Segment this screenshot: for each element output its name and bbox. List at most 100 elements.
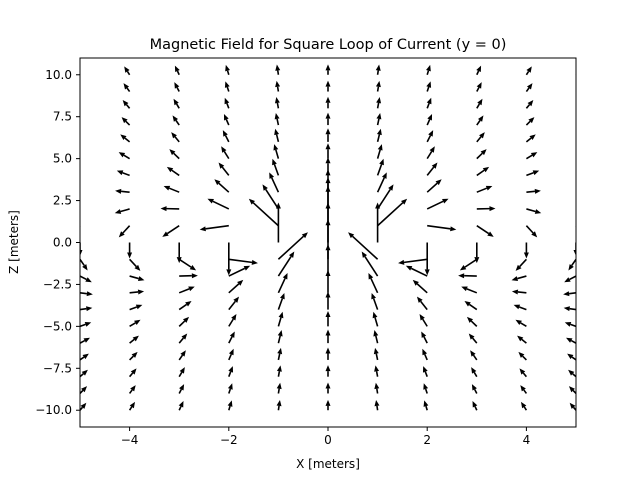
field-arrow [376, 172, 387, 193]
field-arrow [376, 184, 394, 210]
field-arrow [325, 347, 331, 360]
x-axis: −4 −2 0 2 4 [121, 427, 530, 447]
field-arrow [80, 208, 81, 210]
field-arrow [325, 399, 331, 411]
x-axis-label: X [meters] [296, 457, 360, 471]
field-arrow [80, 140, 81, 142]
field-arrow [525, 225, 538, 238]
field-arrow [427, 224, 457, 232]
field-arrow [423, 400, 429, 411]
field-arrow [575, 90, 576, 92]
field-arrow [224, 97, 230, 109]
field-arrow [525, 66, 532, 76]
field-arrow [525, 100, 534, 109]
field-arrow [476, 98, 483, 109]
field-arrow [476, 65, 482, 76]
field-arrow [563, 306, 576, 312]
field-arrow [274, 97, 280, 109]
field-arrow [160, 206, 180, 212]
y-tick-label: −2.5 [43, 277, 72, 291]
y-tick-label: −10.0 [35, 403, 72, 417]
field-arrow [376, 128, 382, 143]
field-arrow [275, 80, 281, 92]
field-arrow [178, 286, 195, 294]
field-arrow [174, 82, 180, 92]
y-axis: −10.0 −7.5 −5.0 −2.5 0.0 2.5 5.0 7.5 10.0 [35, 68, 80, 417]
field-arrow [405, 265, 428, 277]
field-arrow [80, 90, 81, 92]
field-arrow [419, 314, 428, 327]
field-arrow [163, 185, 180, 193]
field-arrow [476, 185, 493, 193]
field-arrow [129, 351, 138, 361]
field-arrow [80, 242, 83, 257]
field-arrow [526, 208, 542, 214]
x-tick-label: −4 [121, 433, 139, 447]
field-arrow [461, 286, 478, 294]
field-arrow [80, 402, 87, 411]
chart-title: Magnetic Field for Square Loop of Curren… [150, 37, 507, 53]
field-arrow [226, 242, 232, 276]
field-arrow [421, 331, 428, 344]
field-arrow [176, 242, 182, 264]
field-arrow [376, 113, 382, 126]
field-arrow [375, 80, 381, 92]
field-arrow [374, 399, 380, 411]
field-arrow [222, 130, 230, 143]
field-arrow [80, 124, 81, 126]
field-arrow [426, 162, 438, 176]
field-arrow [373, 347, 379, 361]
field-arrow [426, 64, 431, 76]
field-arrow [575, 73, 576, 75]
field-arrow [277, 330, 283, 344]
field-arrow [277, 347, 283, 361]
field-arrow [221, 146, 230, 160]
field-arrow [276, 365, 282, 377]
field-arrow [325, 64, 331, 75]
field-arrow [476, 82, 482, 92]
field-arrow [568, 258, 576, 271]
field-arrow [228, 314, 237, 327]
field-arrow [426, 97, 432, 109]
field-arrow [526, 188, 541, 194]
field-arrow [214, 179, 230, 193]
field-arrow [518, 351, 527, 361]
field-arrow [575, 157, 576, 159]
field-arrow [468, 333, 478, 344]
field-arrow [80, 225, 81, 228]
field-arrow [424, 242, 430, 276]
field-arrow [80, 258, 88, 271]
field-arrow [277, 251, 295, 277]
field-arrow [470, 350, 478, 361]
field-arrow [274, 128, 280, 143]
field-arrow [525, 152, 538, 160]
y-tick-label: 7.5 [53, 110, 72, 124]
field-arrow [276, 382, 282, 394]
field-arrow [575, 107, 576, 109]
field-arrow [218, 162, 230, 176]
field-arrow [178, 301, 192, 311]
field-arrow [80, 306, 93, 312]
field-arrow [128, 385, 136, 394]
field-arrow [575, 192, 576, 193]
field-arrow [374, 365, 380, 377]
field-arrow [426, 113, 433, 126]
field-arrow [471, 384, 478, 394]
field-arrow [228, 279, 244, 294]
field-arrow [248, 198, 279, 227]
field-arrow [179, 273, 198, 279]
field-arrow [80, 386, 88, 395]
field-arrow [575, 225, 576, 228]
field-arrow [172, 115, 180, 126]
field-arrow [122, 100, 131, 109]
field-arrow [525, 117, 535, 126]
field-arrow [277, 273, 288, 294]
field-arrow [115, 188, 130, 194]
field-arrow [525, 83, 533, 93]
field-arrow [269, 172, 280, 193]
field-arrow [575, 208, 576, 210]
field-arrow [422, 366, 428, 377]
field-arrow [373, 330, 379, 344]
field-arrow [474, 242, 480, 264]
field-arrow [121, 117, 131, 126]
